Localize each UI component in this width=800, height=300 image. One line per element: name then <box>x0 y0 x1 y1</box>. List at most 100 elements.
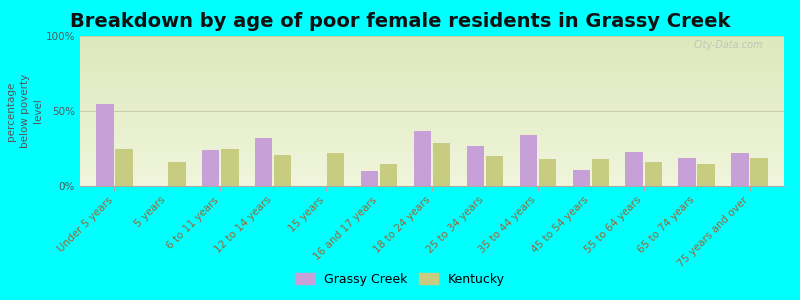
Bar <box>80 69 784 70</box>
Bar <box>80 180 784 182</box>
Bar <box>80 93 784 94</box>
Bar <box>80 154 784 156</box>
Bar <box>80 118 784 120</box>
Bar <box>80 81 784 82</box>
Bar <box>80 110 784 111</box>
Bar <box>698 164 715 186</box>
Bar <box>80 106 784 108</box>
Bar <box>255 138 273 186</box>
Bar <box>80 164 784 165</box>
Bar <box>96 103 114 186</box>
Bar <box>80 54 784 56</box>
Bar <box>80 70 784 72</box>
Bar <box>202 150 219 186</box>
Bar <box>80 112 784 114</box>
Bar <box>433 142 450 186</box>
Y-axis label: percentage
below poverty
level: percentage below poverty level <box>6 74 43 148</box>
Bar <box>115 148 133 186</box>
Bar <box>80 172 784 174</box>
Bar <box>80 94 784 96</box>
Bar <box>221 148 238 186</box>
Bar <box>80 158 784 159</box>
Bar <box>80 63 784 64</box>
Bar <box>80 99 784 100</box>
Bar <box>626 152 643 186</box>
Bar <box>80 124 784 126</box>
Bar <box>80 98 784 99</box>
Bar <box>538 159 556 186</box>
Bar <box>80 129 784 130</box>
Bar <box>80 44 784 45</box>
Bar <box>80 146 784 147</box>
Bar <box>80 60 784 61</box>
Bar <box>80 182 784 183</box>
Bar <box>466 146 484 186</box>
Bar <box>80 165 784 166</box>
Bar <box>80 120 784 122</box>
Bar <box>80 135 784 136</box>
Bar <box>414 130 431 186</box>
Bar <box>80 75 784 76</box>
Bar <box>80 80 784 81</box>
Bar <box>361 171 378 186</box>
Bar <box>80 42 784 44</box>
Bar <box>645 162 662 186</box>
Bar <box>80 103 784 105</box>
Bar <box>80 85 784 87</box>
Bar <box>80 114 784 116</box>
Bar <box>168 162 186 186</box>
Bar <box>80 128 784 129</box>
Bar <box>80 111 784 112</box>
Bar <box>327 153 344 186</box>
Bar <box>80 134 784 135</box>
Legend: Grassy Creek, Kentucky: Grassy Creek, Kentucky <box>290 268 510 291</box>
Bar <box>80 153 784 154</box>
Bar <box>80 136 784 138</box>
Bar <box>80 68 784 69</box>
Bar <box>520 135 537 186</box>
Bar <box>80 162 784 164</box>
Bar <box>80 171 784 172</box>
Bar <box>80 76 784 78</box>
Bar <box>274 154 291 186</box>
Bar <box>80 152 784 153</box>
Bar <box>80 174 784 176</box>
Bar <box>80 82 784 84</box>
Bar <box>80 57 784 58</box>
Bar <box>80 72 784 74</box>
Bar <box>80 46 784 48</box>
Bar <box>80 168 784 170</box>
Bar <box>80 58 784 60</box>
Bar <box>80 92 784 93</box>
Bar <box>80 87 784 88</box>
Bar <box>80 178 784 180</box>
Bar <box>80 90 784 92</box>
Bar <box>80 74 784 75</box>
Bar <box>80 78 784 80</box>
Bar <box>486 156 503 186</box>
Bar <box>80 100 784 102</box>
Bar <box>80 183 784 184</box>
Bar <box>80 36 784 38</box>
Text: Breakdown by age of poor female residents in Grassy Creek: Breakdown by age of poor female resident… <box>70 12 730 31</box>
Bar <box>80 147 784 148</box>
Bar <box>80 84 784 86</box>
Bar <box>80 130 784 132</box>
Bar <box>80 102 784 104</box>
Bar <box>80 159 784 160</box>
Bar <box>80 45 784 46</box>
Bar <box>80 176 784 177</box>
Bar <box>80 117 784 118</box>
Bar <box>80 52 784 54</box>
Bar <box>380 164 398 186</box>
Bar <box>573 169 590 186</box>
Bar <box>80 148 784 150</box>
Bar <box>80 123 784 124</box>
Bar <box>80 38 784 39</box>
Bar <box>80 184 784 186</box>
Bar <box>80 96 784 98</box>
Bar <box>678 158 696 186</box>
Bar <box>80 39 784 40</box>
Bar <box>80 50 784 51</box>
Bar <box>80 105 784 106</box>
